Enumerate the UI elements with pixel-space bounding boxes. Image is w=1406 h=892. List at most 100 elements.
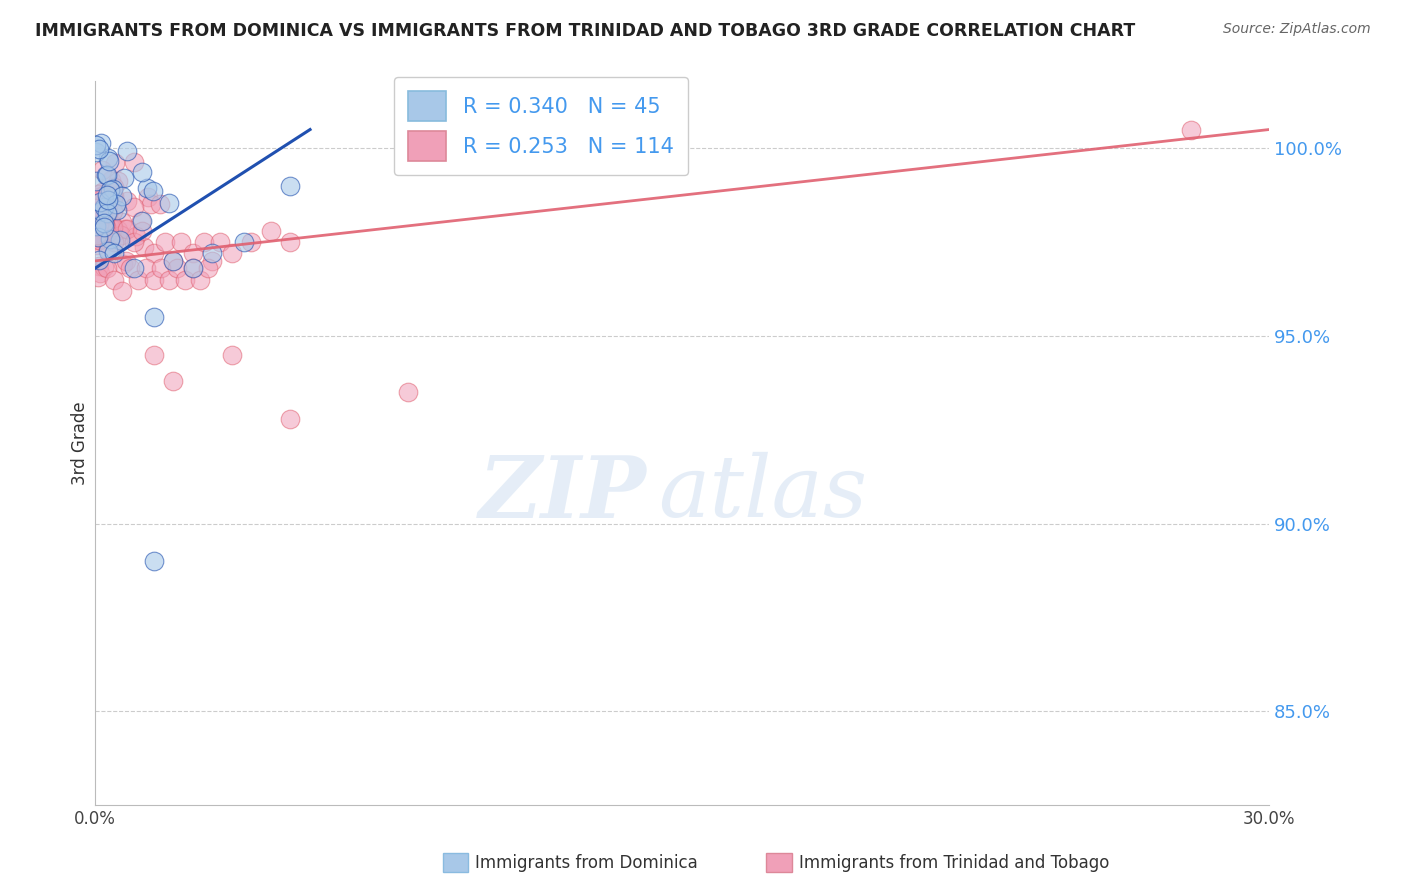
Point — [91, 207, 114, 221]
Point — [111, 189, 134, 203]
Point — [170, 235, 193, 249]
Point — [84, 201, 107, 215]
Point — [93, 216, 115, 230]
Point — [86, 230, 108, 244]
Point — [117, 222, 139, 236]
Point — [181, 246, 204, 260]
Text: IMMIGRANTS FROM DOMINICA VS IMMIGRANTS FROM TRINIDAD AND TOBAGO 3RD GRADE CORREL: IMMIGRANTS FROM DOMINICA VS IMMIGRANTS F… — [35, 22, 1136, 40]
Point — [98, 154, 121, 169]
Text: ZIP: ZIP — [479, 452, 647, 535]
Point — [84, 197, 107, 211]
Point — [86, 218, 108, 232]
Point — [115, 194, 138, 209]
Point — [112, 170, 135, 185]
Point — [122, 235, 145, 249]
Point — [100, 217, 122, 231]
Point — [111, 284, 134, 298]
Point — [89, 195, 111, 210]
Point — [93, 220, 115, 235]
Point — [84, 219, 107, 234]
Point — [87, 219, 110, 233]
Point — [240, 235, 263, 249]
Point — [131, 224, 153, 238]
Point — [103, 180, 125, 194]
Point — [122, 200, 145, 214]
Point — [108, 233, 131, 247]
Point — [201, 246, 224, 260]
Point — [90, 203, 112, 218]
Point — [208, 235, 231, 249]
Point — [139, 197, 162, 211]
Point — [97, 193, 120, 207]
Point — [84, 137, 107, 152]
Point — [101, 221, 124, 235]
Point — [94, 220, 117, 235]
Point — [149, 197, 172, 211]
Point — [142, 348, 165, 362]
Point — [93, 218, 115, 232]
Point — [93, 260, 115, 274]
Point — [107, 223, 129, 237]
Point — [87, 209, 110, 223]
Point — [97, 244, 120, 258]
Point — [201, 253, 224, 268]
Point — [100, 173, 122, 187]
Point — [103, 188, 125, 202]
Point — [96, 226, 118, 240]
Point — [142, 310, 165, 325]
Point — [122, 155, 145, 169]
Point — [142, 185, 165, 199]
Point — [162, 374, 184, 388]
Point — [221, 246, 243, 260]
Point — [103, 246, 125, 260]
Text: Source: ZipAtlas.com: Source: ZipAtlas.com — [1223, 22, 1371, 37]
Point — [162, 253, 184, 268]
Point — [101, 219, 124, 234]
Point — [96, 206, 118, 220]
Point — [103, 190, 125, 204]
Point — [93, 200, 115, 214]
Point — [162, 253, 184, 268]
Point — [396, 385, 419, 400]
Point — [280, 178, 302, 193]
Point — [142, 554, 165, 568]
Text: Immigrants from Trinidad and Tobago: Immigrants from Trinidad and Tobago — [799, 854, 1109, 871]
Point — [131, 214, 153, 228]
Point — [166, 261, 188, 276]
Point — [142, 246, 165, 260]
Point — [280, 411, 302, 425]
Point — [98, 219, 121, 233]
Point — [96, 261, 118, 276]
Point — [96, 242, 118, 256]
Point — [84, 233, 107, 247]
Point — [103, 235, 125, 249]
Point — [107, 174, 129, 188]
Point — [90, 204, 112, 219]
Point — [112, 257, 135, 271]
Point — [136, 190, 159, 204]
Point — [142, 273, 165, 287]
Point — [131, 214, 153, 228]
Point — [98, 183, 121, 197]
Point — [90, 136, 112, 151]
Point — [280, 235, 302, 249]
Point — [232, 235, 254, 249]
Point — [101, 182, 124, 196]
Point — [94, 218, 117, 232]
Point — [104, 156, 127, 170]
Point — [86, 207, 108, 221]
Point — [89, 194, 111, 208]
Point — [89, 233, 111, 247]
Point — [89, 253, 111, 268]
Point — [105, 196, 128, 211]
Point — [1180, 122, 1202, 136]
Point — [96, 187, 118, 202]
Point — [197, 261, 219, 276]
Point — [94, 168, 117, 182]
Point — [96, 169, 118, 183]
Text: atlas: atlas — [658, 452, 868, 535]
Point — [150, 261, 173, 276]
Point — [136, 180, 159, 194]
Point — [90, 185, 112, 199]
Point — [86, 174, 108, 188]
